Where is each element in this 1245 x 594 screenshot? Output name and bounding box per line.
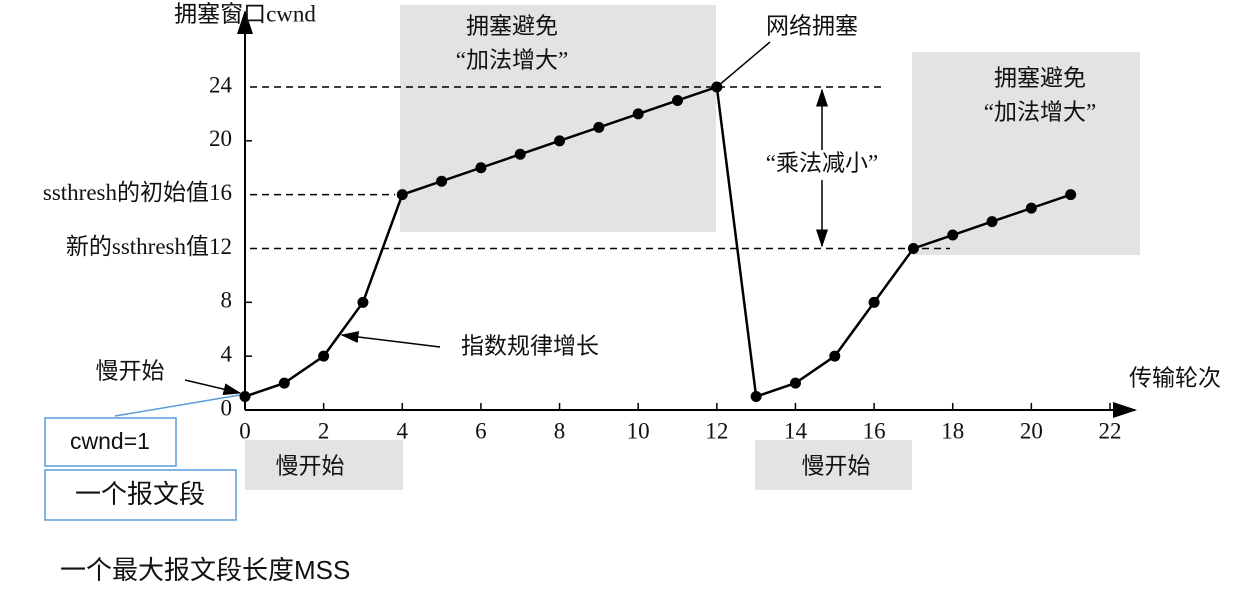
point <box>593 121 605 133</box>
x-tick-label: 4 <box>397 418 409 443</box>
point <box>436 175 448 187</box>
annotation: 指数规律增长 <box>461 333 599 358</box>
annotation-arrow <box>340 331 441 348</box>
x-tick-label: 16 <box>863 418 886 443</box>
label-bg <box>748 150 898 180</box>
region-label: 慢开始 <box>802 453 871 478</box>
point <box>514 148 526 160</box>
x-tick-label: 10 <box>627 418 650 443</box>
y-tick-label: 24 <box>209 72 233 97</box>
y-tick-label: 0 <box>221 395 233 420</box>
y-tick-label: 8 <box>221 288 233 313</box>
point <box>318 350 330 362</box>
callout-text: 一个报文段 <box>75 479 205 509</box>
avoid-region <box>912 52 1140 255</box>
x-tick-label: 6 <box>475 418 487 443</box>
point <box>986 216 998 228</box>
x-tick-label: 20 <box>1020 418 1043 443</box>
x-axis-label: 传输轮次 <box>1129 365 1221 390</box>
point <box>750 391 762 403</box>
region-label: 拥塞避免 <box>994 65 1086 90</box>
callout-text: cwnd=1 <box>70 428 150 454</box>
annotation-line <box>717 41 771 87</box>
point <box>239 391 251 403</box>
point <box>475 162 487 174</box>
point <box>278 377 290 389</box>
point <box>672 94 683 106</box>
point <box>632 108 644 120</box>
x-tick-label: 0 <box>239 418 251 443</box>
slow-region <box>245 440 403 490</box>
annotation-arrow <box>184 379 242 396</box>
annotation: 网络拥塞 <box>766 13 858 38</box>
y-tick-label: 新的ssthresh值12 <box>66 234 232 259</box>
point <box>789 377 801 389</box>
callout-box <box>44 469 237 521</box>
x-tick-label: 14 <box>784 418 808 443</box>
point <box>1025 202 1037 214</box>
x-tick-label: 2 <box>318 418 330 443</box>
point <box>711 81 723 93</box>
point <box>554 135 566 147</box>
x-tick-label: 8 <box>554 418 566 443</box>
note: 一个最大报文段长度MSS <box>60 555 350 585</box>
avoid-region <box>400 5 716 232</box>
y-tick-label: 20 <box>209 126 232 151</box>
callout-box <box>44 417 177 467</box>
region-label: 拥塞避免 <box>466 13 558 38</box>
point <box>947 229 959 241</box>
point <box>868 296 880 308</box>
region-label: “加法增大” <box>984 99 1096 124</box>
y-axis-label: 拥塞窗口cwnd <box>174 1 316 26</box>
point <box>357 296 369 308</box>
y-tick-label: 4 <box>221 341 233 366</box>
callout-line <box>114 394 241 417</box>
point <box>396 189 408 201</box>
series-line <box>244 85 1072 399</box>
point <box>1065 189 1077 201</box>
region-label: “加法增大” <box>456 47 568 72</box>
y-tick-label: ssthresh的初始值16 <box>43 180 232 205</box>
point <box>907 243 919 254</box>
slow-region <box>755 440 912 490</box>
x-tick-label: 18 <box>941 418 964 443</box>
point <box>829 350 841 362</box>
annotation: 慢开始 <box>96 358 165 383</box>
region-label: 慢开始 <box>276 453 345 478</box>
x-tick-label: 12 <box>705 418 728 443</box>
x-tick-label: 22 <box>1099 418 1122 443</box>
annotation: “乘法减小” <box>766 150 878 175</box>
